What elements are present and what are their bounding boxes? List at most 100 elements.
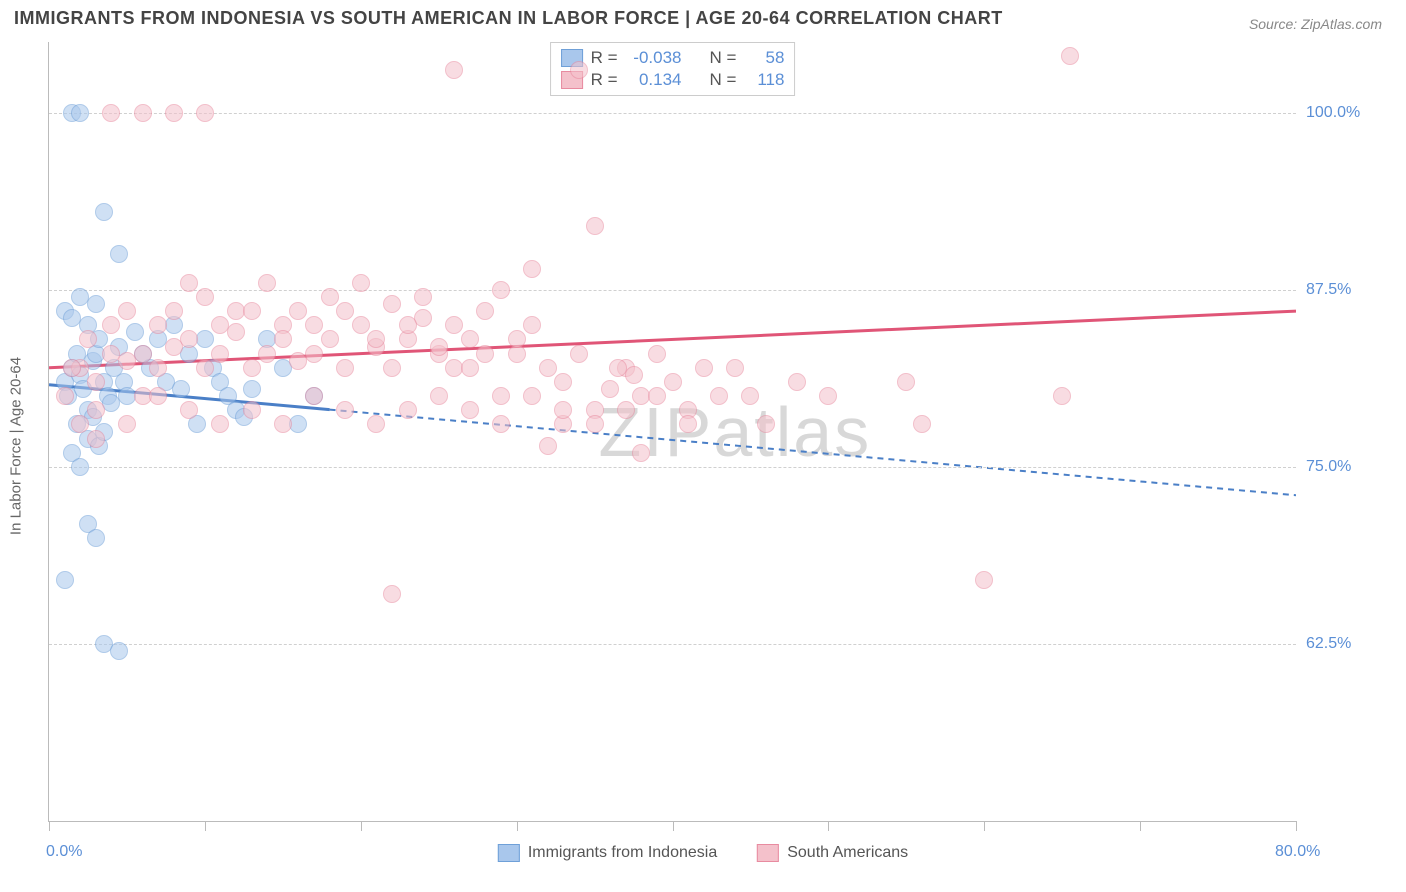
scatter-point [492,387,510,405]
scatter-point [508,330,526,348]
scatter-point [180,274,198,292]
scatter-point [134,345,152,363]
x-tick [828,821,829,831]
grid-line [49,644,1296,645]
legend-label: South Americans [787,844,908,862]
scatter-point [87,529,105,547]
legend-swatch [498,844,520,862]
n-label: N = [710,70,737,90]
scatter-point [430,387,448,405]
scatter-point [274,330,292,348]
scatter-point [305,345,323,363]
scatter-point [126,323,144,341]
scatter-point [321,330,339,348]
grid-line [49,290,1296,291]
x-tick [1296,821,1297,831]
scatter-point [196,359,214,377]
scatter-point [554,373,572,391]
x-tick [1140,821,1141,831]
x-tick [673,821,674,831]
n-value: 118 [744,70,784,90]
plot-area: ZIPatlas R =-0.038N =58R =0.134N =118 62… [48,42,1296,822]
scatter-point [110,245,128,263]
r-label: R = [591,48,618,68]
scatter-point [399,401,417,419]
scatter-point [211,316,229,334]
scatter-point [523,387,541,405]
scatter-point [243,302,261,320]
legend-swatch [757,844,779,862]
scatter-point [461,359,479,377]
scatter-point [617,401,635,419]
scatter-point [695,359,713,377]
scatter-point [321,288,339,306]
scatter-point [172,380,190,398]
scatter-point [445,316,463,334]
scatter-point [149,387,167,405]
scatter-point [258,345,276,363]
scatter-point [476,345,494,363]
scatter-point [274,415,292,433]
scatter-point [445,61,463,79]
y-axis-title: In Labor Force | Age 20-64 [8,357,25,535]
stats-row: R =-0.038N =58 [561,47,785,69]
y-tick-label: 87.5% [1306,281,1386,299]
x-tick [984,821,985,831]
y-tick-label: 75.0% [1306,458,1386,476]
chart-title: IMMIGRANTS FROM INDONESIA VS SOUTH AMERI… [14,8,1003,29]
n-label: N = [710,48,737,68]
scatter-point [367,330,385,348]
scatter-point [243,380,261,398]
stats-row: R =0.134N =118 [561,69,785,91]
scatter-point [1053,387,1071,405]
scatter-point [227,323,245,341]
x-tick [49,821,50,831]
scatter-point [196,104,214,122]
scatter-point [336,302,354,320]
scatter-point [679,415,697,433]
scatter-point [819,387,837,405]
scatter-point [414,288,432,306]
scatter-point [352,316,370,334]
scatter-point [788,373,806,391]
x-tick [205,821,206,831]
x-tick [517,821,518,831]
scatter-point [492,281,510,299]
scatter-point [149,316,167,334]
scatter-point [180,330,198,348]
scatter-point [289,302,307,320]
scatter-point [741,387,759,405]
scatter-point [897,373,915,391]
scatter-point [149,359,167,377]
y-tick-label: 62.5% [1306,635,1386,653]
scatter-point [625,366,643,384]
scatter-point [648,345,666,363]
scatter-point [648,387,666,405]
scatter-point [975,571,993,589]
scatter-point [570,61,588,79]
scatter-point [336,359,354,377]
scatter-point [430,338,448,356]
scatter-point [110,642,128,660]
grid-line [49,113,1296,114]
scatter-point [118,302,136,320]
r-label: R = [591,70,618,90]
scatter-point [492,415,510,433]
scatter-point [305,316,323,334]
scatter-point [56,571,74,589]
scatter-point [523,260,541,278]
scatter-point [211,345,229,363]
scatter-point [87,401,105,419]
scatter-point [165,104,183,122]
scatter-point [289,415,307,433]
scatter-point [118,415,136,433]
r-value: -0.038 [626,48,682,68]
x-axis-min-label: 0.0% [46,843,82,861]
scatter-point [570,345,588,363]
scatter-point [352,274,370,292]
scatter-point [1061,47,1079,65]
scatter-point [913,415,931,433]
scatter-point [710,387,728,405]
scatter-point [523,316,541,334]
scatter-point [601,380,619,398]
